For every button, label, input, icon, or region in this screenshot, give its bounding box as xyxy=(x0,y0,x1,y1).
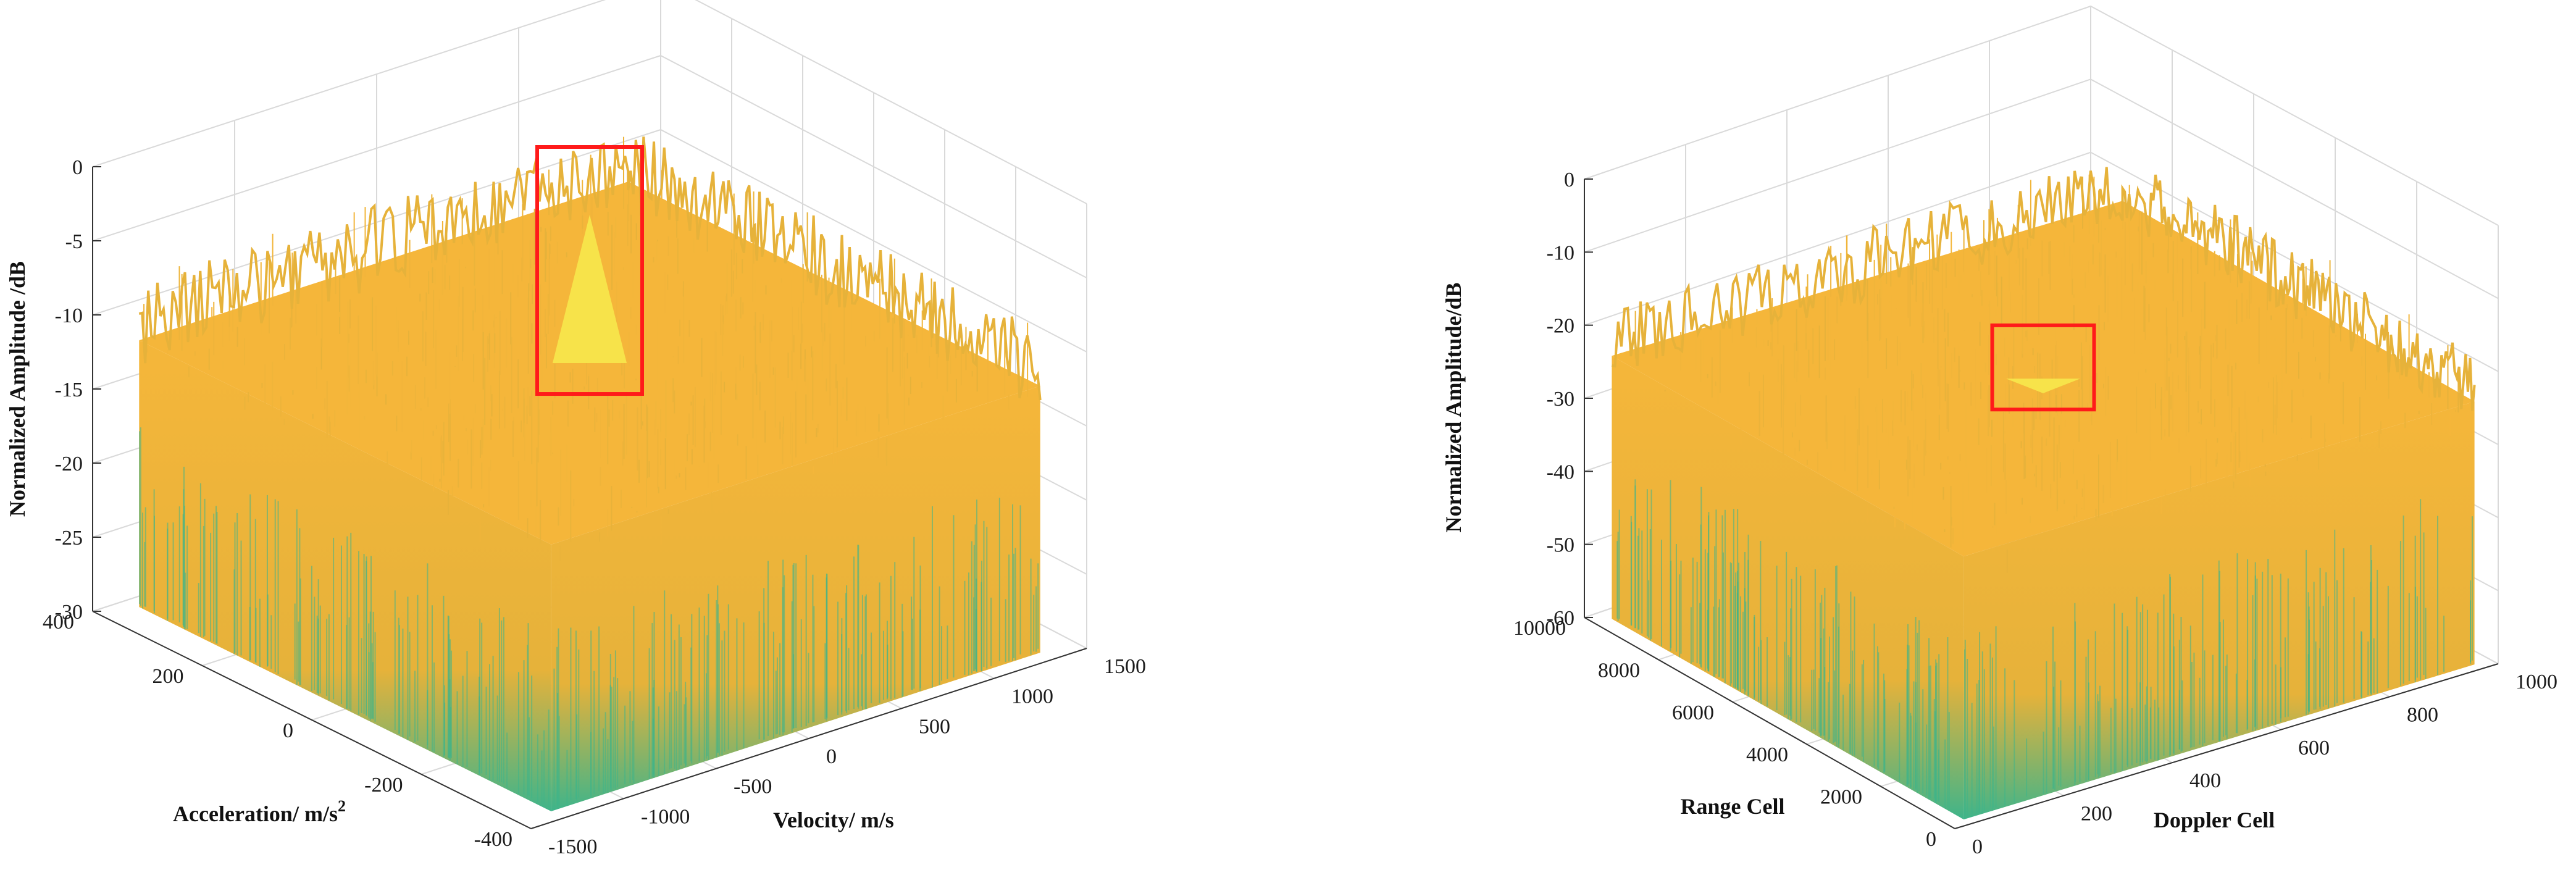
x-tick-label: 400 xyxy=(2189,769,2221,792)
z-tick-label: -5 xyxy=(65,230,83,253)
x-tick-label: 200 xyxy=(2081,803,2112,826)
z-tick-label: -60 xyxy=(1547,607,1574,630)
x-tick-label: 0 xyxy=(826,745,837,768)
surface-spikes xyxy=(1616,174,2473,819)
z-tick-label: -20 xyxy=(55,453,83,475)
y-tick-label: 0 xyxy=(1926,828,1936,851)
z-tick-label: -20 xyxy=(1547,315,1574,338)
z-tick-label: -30 xyxy=(55,601,83,624)
y-axis-label-superscript: 2 xyxy=(338,797,346,815)
x-axis-line xyxy=(530,648,1087,829)
x-tick-label: 800 xyxy=(2407,703,2438,726)
peak-mark xyxy=(2006,379,2080,393)
highlight-box xyxy=(535,145,644,396)
chart-right-svg: 0-10-20-30-40-50-60020004000600080001000… xyxy=(1441,5,2557,858)
chart-left-velocity-acceleration: 0 -5 -10 -15 -20 -25 -30 -400 -200 0 200 400 -1500 -1… xyxy=(5,0,1146,858)
z-tick-label: -15 xyxy=(55,379,83,401)
z-axis-label: Normalized Amplitude/dB xyxy=(1441,282,1466,532)
surface-face-left xyxy=(1612,356,1964,820)
z-tick-label: -25 xyxy=(55,527,83,550)
z-tick-label: -10 xyxy=(1547,241,1574,264)
peak-mark xyxy=(553,215,627,364)
x-tick-label: 1000 xyxy=(2515,671,2557,693)
x-tick-label: 1500 xyxy=(1104,655,1146,678)
y-tick-label: -400 xyxy=(474,828,512,851)
z-tick-label: -30 xyxy=(1547,388,1574,411)
x-axis-label: Velocity/ m/s xyxy=(773,808,894,832)
y-tick-label: 6000 xyxy=(1672,701,1714,724)
z-tick-label: -40 xyxy=(1547,461,1574,483)
x-tick-label: 500 xyxy=(919,715,950,738)
z-axis-label: Normalized Amplitude /dB xyxy=(5,261,30,517)
y-tick-label: 400 xyxy=(43,611,74,634)
x-tick-label: -1000 xyxy=(641,805,690,828)
surface-edge-profile xyxy=(1611,167,2476,411)
z-tick-label: 0 xyxy=(1564,169,1574,191)
x-tick-label: 0 xyxy=(1972,835,1983,858)
y-tick-label: -200 xyxy=(364,774,403,797)
z-tick-label: -50 xyxy=(1547,534,1574,557)
y-axis-label: Range Cell xyxy=(1681,794,1785,819)
y-axis-line xyxy=(1584,617,1955,829)
surface-edge-profile xyxy=(138,136,1042,401)
chart-right-range-doppler: 0 -10 -20 -30 -40 -50 -60 0 2000 4000 6000 8000 1000… xyxy=(1288,0,2576,870)
x-tick-label: 1000 xyxy=(1011,685,1053,708)
x-axis-label: Doppler Cell xyxy=(2154,808,2275,832)
z-gridline xyxy=(1584,5,2499,226)
y-tick-label: 10000 xyxy=(1513,617,1566,640)
z-tick-label: -10 xyxy=(55,304,83,327)
highlight-box xyxy=(1990,323,2096,412)
x-tick-label: 600 xyxy=(2298,737,2330,759)
chart-left-svg: 0 -5 -10 -15 -20 -25 -30 -400 -200 0 200 400 -1500 -1… xyxy=(5,0,1146,858)
y-tick-label: 200 xyxy=(153,665,184,688)
z-tick-label: 0 xyxy=(72,156,83,179)
x-axis-line xyxy=(1954,663,2499,829)
x-tick-label: -500 xyxy=(734,776,772,798)
x-tick-label: -1500 xyxy=(548,835,597,858)
y-tick-label: 2000 xyxy=(1820,786,1862,809)
y-tick-label: 4000 xyxy=(1746,743,1788,766)
y-tick-label: 0 xyxy=(283,719,293,742)
y-axis-label: Acceleration/ m/s2 xyxy=(173,797,346,826)
y-axis-line xyxy=(92,611,532,829)
y-tick-label: 8000 xyxy=(1598,659,1640,682)
surface-spikes xyxy=(139,136,1039,808)
